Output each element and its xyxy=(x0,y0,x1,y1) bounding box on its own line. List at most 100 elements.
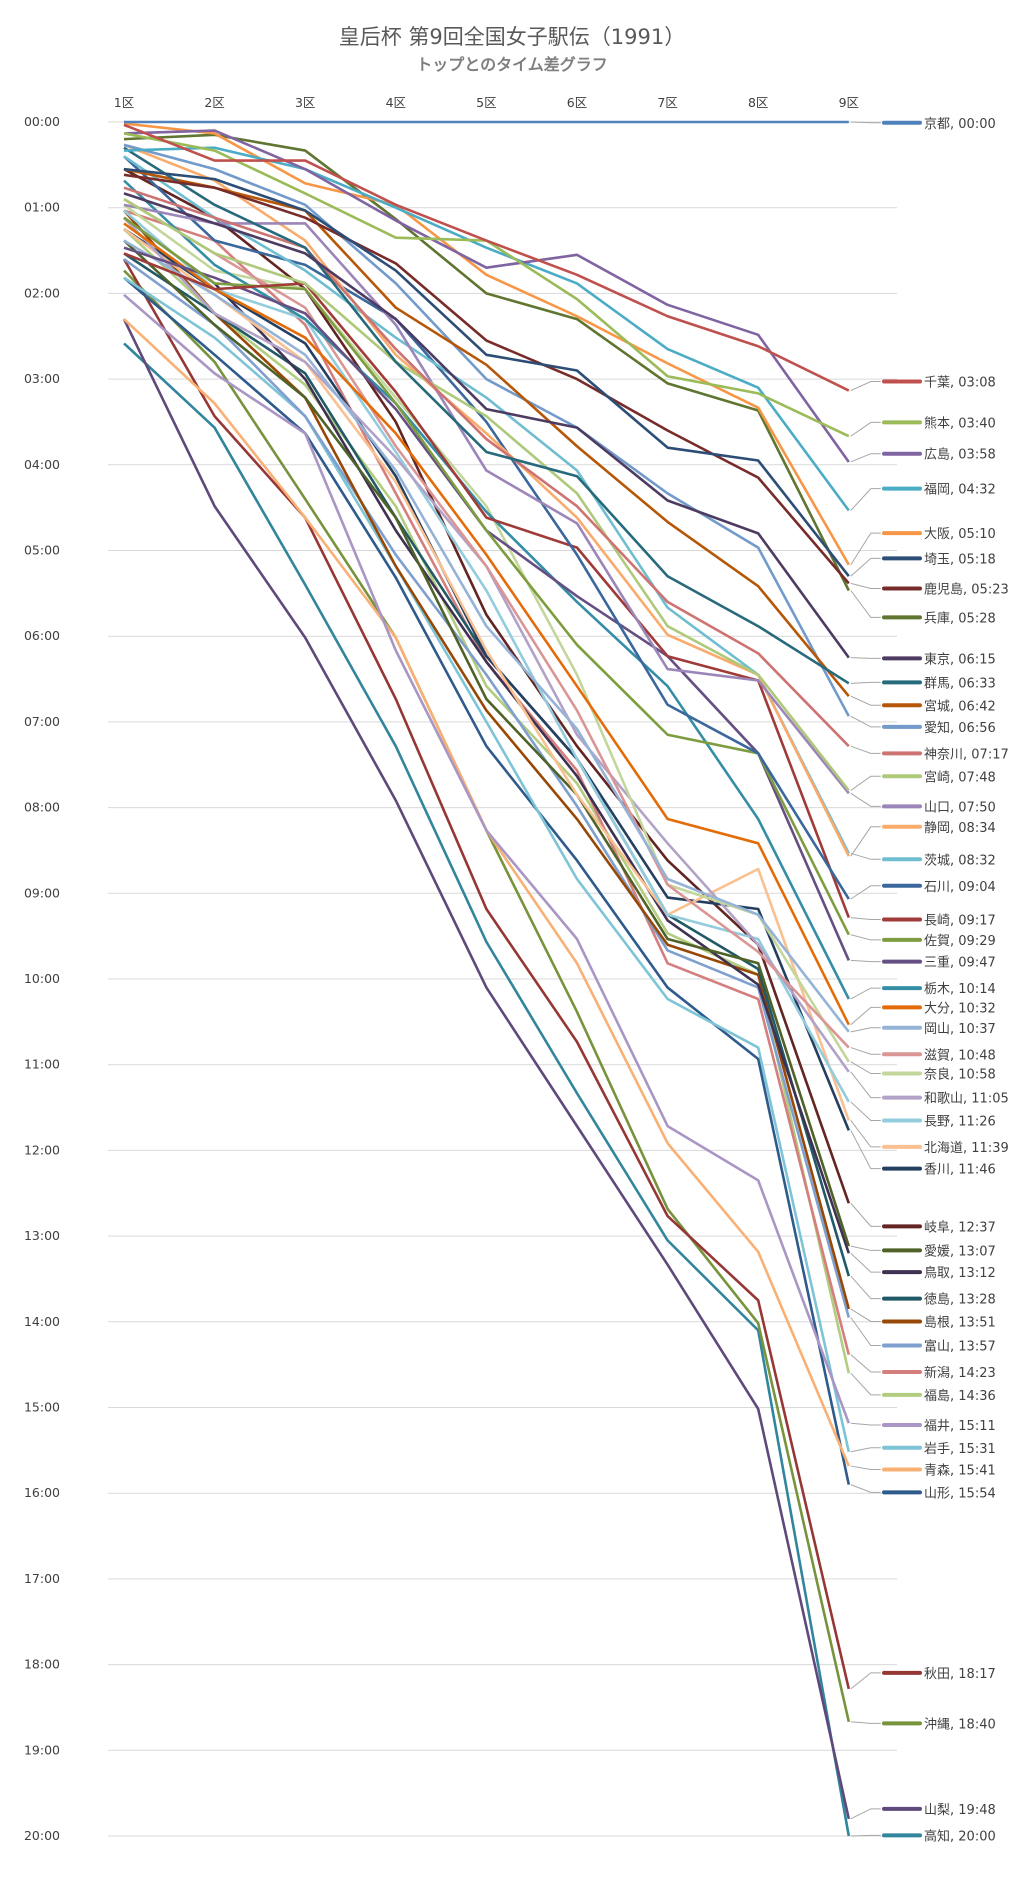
y-tick-label: 05:00 xyxy=(24,543,60,558)
series-line-東京 xyxy=(123,192,850,659)
series-name: 滋賀 xyxy=(924,1048,950,1063)
y-tick-label: 11:00 xyxy=(24,1057,60,1072)
y-tick-label: 12:00 xyxy=(24,1142,60,1157)
series-line-青森 xyxy=(123,318,850,1467)
series-label: 長野, 11:26 xyxy=(924,1114,996,1129)
series-label: 香川, 11:46 xyxy=(924,1163,996,1178)
leader-line xyxy=(850,934,881,941)
series-label: 佐賀, 09:29 xyxy=(924,934,996,949)
series-label: 愛媛, 13:07 xyxy=(924,1244,996,1259)
series-name: 愛知 xyxy=(924,720,950,736)
series-name: 大阪 xyxy=(924,527,950,542)
series-final-gap: 03:58 xyxy=(958,448,995,463)
series-name: 徳島 xyxy=(924,1293,950,1308)
series-label: 長崎, 09:17 xyxy=(924,913,996,928)
series-line-大阪 xyxy=(123,122,850,566)
leader-line xyxy=(850,1834,881,1837)
series-label: 岩手, 15:31 xyxy=(924,1442,996,1457)
series-name: 青森 xyxy=(924,1463,950,1478)
series-label: 高知, 20:00 xyxy=(924,1828,996,1844)
series-name: 岐阜 xyxy=(924,1219,950,1235)
leader-line xyxy=(850,695,881,706)
series-line-北海道 xyxy=(123,228,851,1121)
series-label: 新潟, 14:23 xyxy=(924,1365,996,1381)
leader-line xyxy=(850,1484,881,1493)
x-tick-label: 2区 xyxy=(204,95,224,110)
series-final-gap: 07:17 xyxy=(971,747,1008,762)
leader-line xyxy=(850,1422,881,1426)
leader-line xyxy=(850,1101,881,1121)
series-final-gap: 15:31 xyxy=(958,1442,995,1457)
x-tick-label: 3区 xyxy=(295,95,315,110)
leader-line xyxy=(850,557,881,577)
series-name: 鹿児島 xyxy=(924,582,963,598)
y-tick-label: 01:00 xyxy=(24,200,60,215)
series-label: 奈良, 10:58 xyxy=(924,1067,996,1083)
series-label: 秋田, 18:17 xyxy=(924,1667,996,1682)
leader-line xyxy=(850,987,881,1000)
series-line-福井 xyxy=(123,293,851,1424)
series-line-兵庫 xyxy=(123,133,850,592)
x-tick-label: 5区 xyxy=(476,95,496,110)
y-tick-label: 10:00 xyxy=(24,971,60,986)
x-tick-label: 1区 xyxy=(114,95,134,110)
series-label: 山口, 07:50 xyxy=(924,800,996,815)
leader-line xyxy=(850,715,881,728)
series-label: 埼玉, 05:18 xyxy=(924,552,996,567)
series-final-gap: 09:04 xyxy=(958,880,995,895)
x-axis-ticks: 1区 2区 3区 4区 5区 6区 7区 8区 9区 xyxy=(114,95,859,110)
series-line-福島 xyxy=(123,228,851,1374)
series-name: 奈良 xyxy=(924,1067,950,1083)
leader-line xyxy=(850,745,881,754)
series-final-gap: 08:34 xyxy=(958,821,995,836)
series-label: 鹿児島, 05:23 xyxy=(924,582,1009,598)
leader-line xyxy=(850,453,881,463)
series-line-栃木 xyxy=(123,179,850,1000)
series-line-岩手 xyxy=(123,276,851,1453)
leader-line xyxy=(850,1245,881,1251)
series-final-gap: 11:26 xyxy=(958,1114,995,1129)
series-label: 山梨, 19:48 xyxy=(924,1803,996,1818)
series-line-新潟 xyxy=(123,209,851,1355)
series-line-愛知 xyxy=(123,143,850,717)
series-name: 神奈川 xyxy=(924,747,963,762)
series-name: 和歌山 xyxy=(924,1092,963,1107)
series-label: 熊本, 03:40 xyxy=(924,415,996,431)
leader-line xyxy=(850,885,881,900)
series-label: 群馬, 06:33 xyxy=(924,676,996,691)
series-label: 和歌山, 11:05 xyxy=(924,1092,1009,1107)
series-label: 徳島, 13:28 xyxy=(924,1293,996,1308)
y-tick-label: 20:00 xyxy=(24,1828,60,1843)
series-name: 沖縄 xyxy=(924,1717,950,1732)
series-name: 栃木 xyxy=(924,982,950,997)
y-tick-label: 00:00 xyxy=(24,114,60,129)
series-name: 長野 xyxy=(924,1114,950,1129)
series-line-山形 xyxy=(123,276,851,1485)
series-name: 埼玉 xyxy=(924,552,950,567)
series-line-長崎 xyxy=(123,252,851,919)
y-tick-label: 03:00 xyxy=(24,371,60,386)
series-label: 東京, 06:15 xyxy=(924,651,996,667)
series-line-茨城 xyxy=(123,155,850,854)
series-name: 山梨 xyxy=(924,1803,950,1818)
series-label: 石川, 09:04 xyxy=(924,880,996,895)
series-line-秋田 xyxy=(122,258,851,1690)
series-final-gap: 12:37 xyxy=(958,1220,995,1235)
series-final-gap: 05:23 xyxy=(971,583,1008,598)
series-final-gap: 15:54 xyxy=(958,1486,995,1501)
series-name: 山形 xyxy=(924,1486,950,1501)
series-label: 神奈川, 07:17 xyxy=(924,747,1009,762)
series-label: 鳥取, 13:12 xyxy=(924,1266,996,1281)
y-tick-label: 09:00 xyxy=(24,885,60,900)
leader-line xyxy=(850,1447,881,1453)
series-name: 京都 xyxy=(924,117,950,132)
leader-line xyxy=(850,1672,881,1690)
series-final-gap: 11:39 xyxy=(971,1141,1008,1156)
series-final-gap: 06:33 xyxy=(958,676,995,691)
series-line-高知 xyxy=(123,342,851,1837)
series-name: 東京 xyxy=(924,651,950,667)
series-label: 愛知, 06:56 xyxy=(924,720,996,736)
series-label: 山形, 15:54 xyxy=(924,1486,996,1501)
series-final-gap: 06:42 xyxy=(958,699,995,714)
leader-line xyxy=(850,792,881,807)
